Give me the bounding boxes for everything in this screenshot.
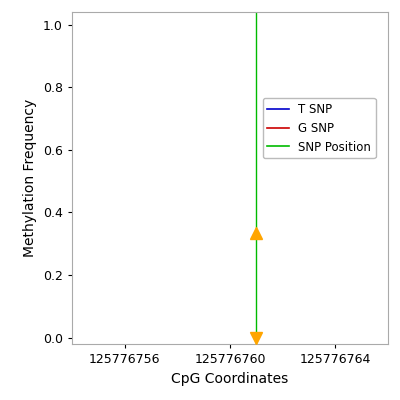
X-axis label: CpG Coordinates: CpG Coordinates [171,372,289,386]
Y-axis label: Methylation Frequency: Methylation Frequency [24,99,38,257]
Legend: T SNP, G SNP, SNP Position: T SNP, G SNP, SNP Position [263,98,376,158]
